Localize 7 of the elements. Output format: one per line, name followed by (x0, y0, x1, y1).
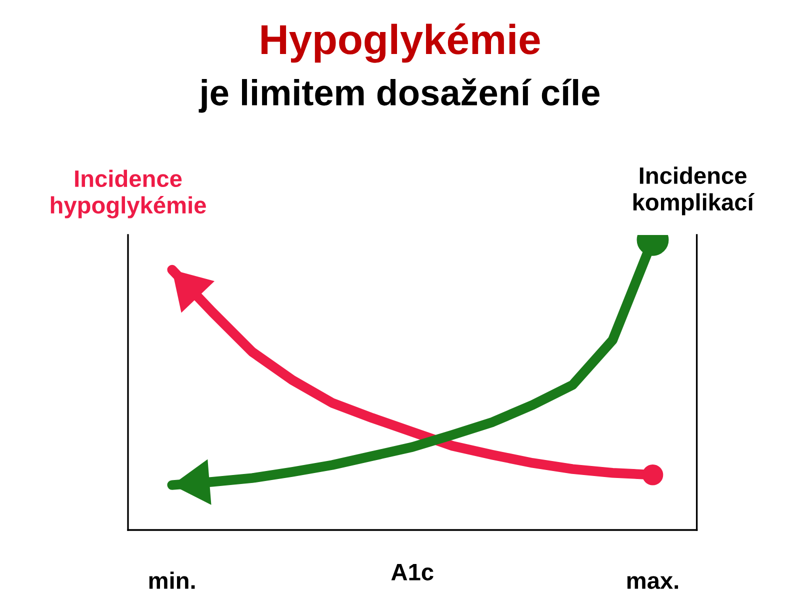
x-tick-label: max. (627, 576, 678, 590)
text: Incidence hypoglykémie (50, 170, 206, 218)
chart-subtitle: je limitem dosažení cíle (198, 78, 600, 113)
x-axis-title: A1c (391, 564, 434, 580)
x-tick-label: min. (149, 572, 195, 589)
chart-title: Hypoglykémie (262, 23, 540, 63)
series-label: Incidence komplikací (633, 166, 754, 216)
